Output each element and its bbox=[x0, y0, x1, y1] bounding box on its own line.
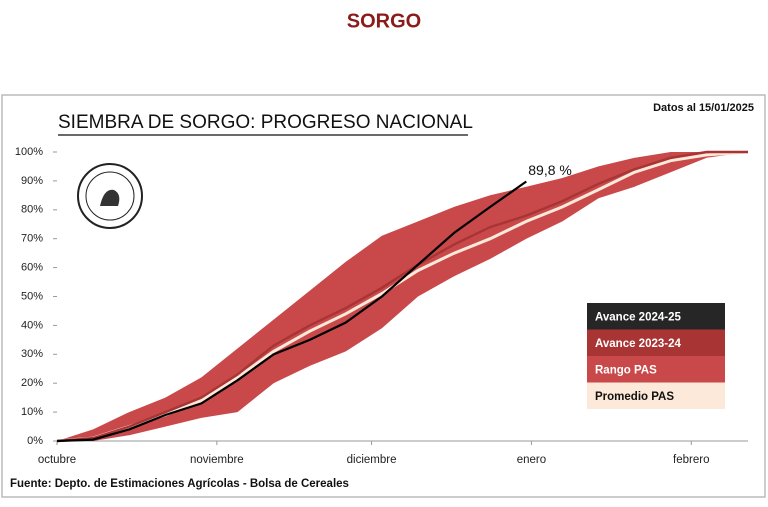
x-tick-label: noviembre bbox=[190, 454, 244, 466]
series-line bbox=[56, 150, 748, 443]
legend-swatch bbox=[587, 329, 725, 356]
legend-label: Promedio PAS bbox=[595, 391, 674, 403]
y-tick-label: 30% bbox=[21, 348, 43, 360]
y-tick-label: 100% bbox=[15, 146, 43, 158]
page-title: SORGO bbox=[347, 10, 421, 32]
logo-inner bbox=[85, 171, 135, 221]
y-tick-label: 50% bbox=[21, 290, 43, 302]
y-tick-label: 10% bbox=[21, 406, 43, 418]
legend-swatch bbox=[587, 356, 725, 383]
legend-swatch bbox=[587, 382, 725, 409]
y-tick-label: 0% bbox=[27, 435, 43, 447]
chart-title: SIEMBRA DE SORGO: PROGRESO NACIONAL bbox=[58, 112, 473, 133]
y-tick-label: 40% bbox=[21, 319, 43, 331]
legend-label: Avance 2024-25 bbox=[595, 311, 681, 323]
source-note: Fuente: Depto. de Estimaciones Agrícolas… bbox=[10, 478, 349, 490]
logo-figure bbox=[100, 189, 120, 206]
legend-label: Rango PAS bbox=[595, 364, 657, 376]
chart-subtitle: Datos al 15/01/2025 bbox=[653, 102, 754, 114]
y-tick-label: 90% bbox=[21, 175, 43, 187]
range-band bbox=[57, 152, 748, 441]
y-tick-label: 70% bbox=[21, 233, 43, 245]
x-tick-label: octubre bbox=[38, 454, 76, 466]
legend-label: Avance 2023-24 bbox=[595, 338, 681, 350]
y-tick-label: 20% bbox=[21, 377, 43, 389]
x-tick-label: enero bbox=[517, 454, 546, 466]
y-tick-label: 60% bbox=[21, 262, 43, 274]
annotation: 89,8 % bbox=[528, 162, 572, 178]
series-line bbox=[56, 180, 527, 443]
x-tick-label: febrero bbox=[673, 454, 709, 466]
legend-swatch bbox=[587, 303, 725, 330]
y-tick-label: 80% bbox=[21, 204, 43, 216]
x-tick-label: diciembre bbox=[347, 454, 397, 466]
logo bbox=[77, 163, 143, 229]
